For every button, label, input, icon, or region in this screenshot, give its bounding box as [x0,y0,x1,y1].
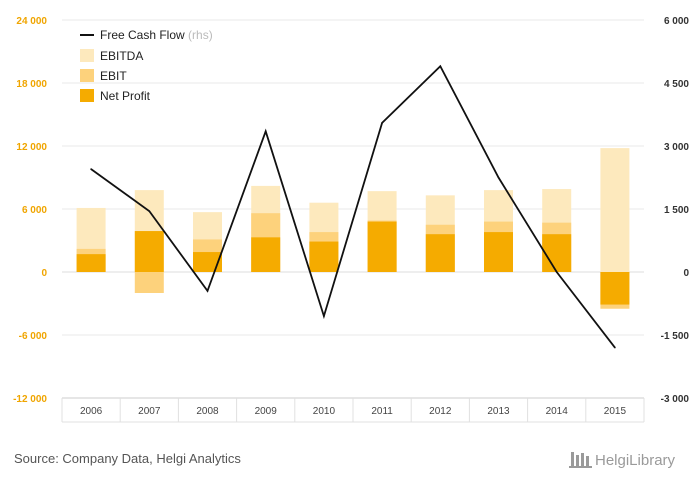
legend-swatch [80,69,94,82]
right-tick-label: -1 500 [661,331,690,342]
right-tick-label: -3 000 [661,394,690,405]
left-axis-ticks: 24 000 18 000 12 000 6 000 0 -6 000 -12 000 [13,16,47,405]
legend: Free Cash Flow (rhs) EBITDA EBIT Net Profit [80,28,213,103]
right-tick-label: 6 000 [664,16,689,27]
right-tick-label: 4 500 [664,79,689,90]
net-profit-bar [309,241,339,272]
left-tick-label: 0 [41,268,47,279]
legend-rhs-note: (rhs) [188,28,213,42]
free-cash-flow-point [555,271,558,273]
legend-label: EBITDA [100,49,143,63]
x-tick-label: 2014 [546,406,569,417]
right-axis-ticks: 6 000 4 500 3 000 1 500 0 -1 500 -3 000 [661,16,690,405]
left-tick-label: -12 000 [13,394,47,405]
left-tick-label: -6 000 [19,331,48,342]
x-tick-label: 2008 [196,406,219,417]
net-profit-bar [251,237,281,272]
x-tick-label: 2006 [80,406,103,417]
net-profit-bar [600,272,630,305]
right-tick-label: 1 500 [664,205,689,216]
net-profit-bar [76,254,106,272]
net-profit-bar [425,234,455,272]
ebitda-bar [600,148,630,272]
legend-label: Net Profit [100,89,151,103]
free-cash-flow-point [90,168,92,170]
free-cash-flow-point [497,176,500,179]
ebit-bar [134,272,164,293]
x-tick-label: 2007 [138,406,161,417]
free-cash-flow-point [439,65,442,67]
x-tick-label: 2011 [371,406,393,417]
x-tick-label: 2010 [313,406,336,417]
free-cash-flow-point [323,315,325,317]
free-cash-flow-path [90,64,616,349]
x-axis: 2006 2007 2008 2009 2010 2011 2012 2013 2014 2015 [61,397,645,423]
right-tick-label: 3 000 [664,142,689,153]
net-profit-bar [367,221,397,272]
bars [76,148,630,309]
free-cash-flow-line [90,64,616,349]
legend-label-free-cash-flow: Free Cash Flow (rhs) [100,28,213,42]
left-tick-label: 24 000 [16,16,47,27]
x-tick-label: 2015 [604,406,627,417]
net-profit-bar [484,232,513,272]
free-cash-flow-point [614,346,616,349]
x-tick-label: 2012 [429,406,452,417]
free-cash-flow-point [206,290,209,292]
helgi-library-logo: HelgiLibrary [569,452,676,469]
legend-swatch [80,89,94,102]
library-books-icon [569,452,592,468]
left-tick-label: 12 000 [16,142,47,153]
left-tick-label: 6 000 [22,205,47,216]
free-cash-flow-point [264,130,267,133]
net-profit-bar [134,231,164,272]
x-tick-label: 2013 [487,406,510,417]
brand-text: HelgiLibrary [595,452,676,469]
legend-label: EBIT [100,69,127,83]
free-cash-flow-point [381,122,383,124]
left-tick-label: 18 000 [16,79,47,90]
free-cash-flow-point [148,210,151,212]
source-text: Source: Company Data, Helgi Analytics [14,451,241,466]
x-tick-label: 2009 [255,406,278,417]
legend-swatch [80,49,94,62]
net-profit-bar [542,234,572,272]
right-tick-label: 0 [683,268,689,279]
net-profit-bar [193,252,222,272]
